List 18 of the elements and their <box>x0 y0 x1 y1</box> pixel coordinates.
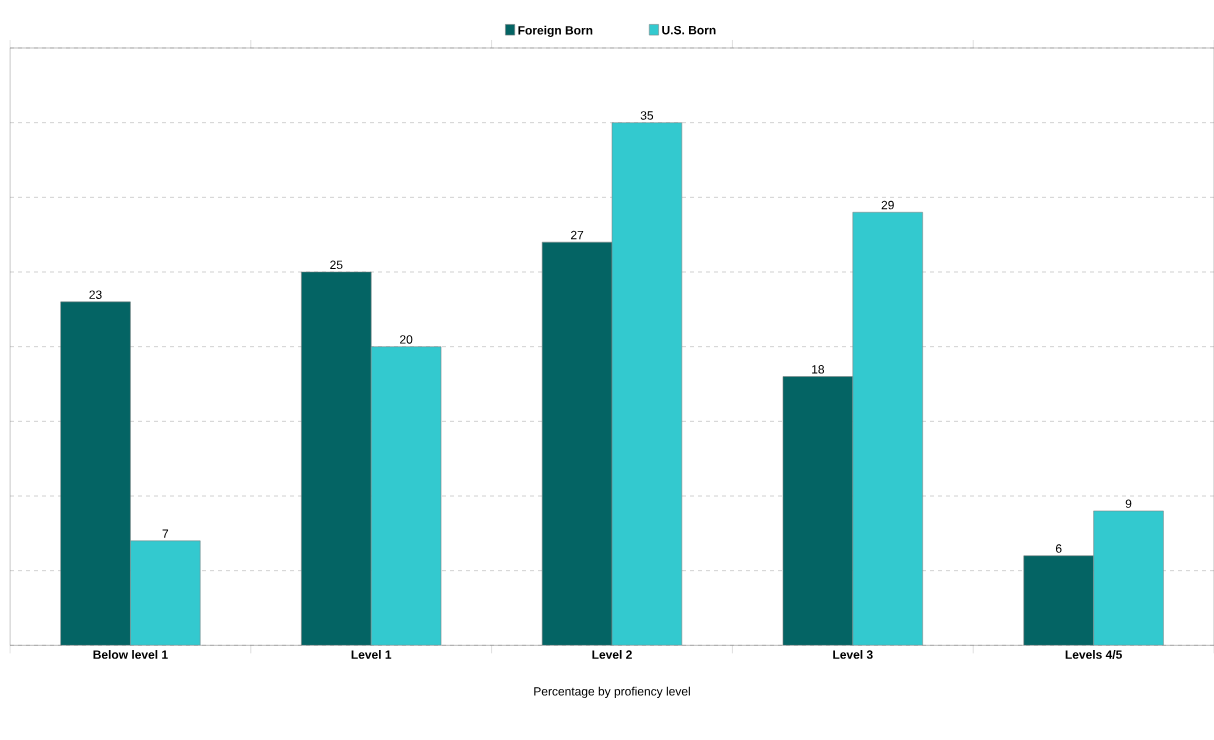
data-label: 20 <box>400 335 413 344</box>
x-axis-title: Percentage by profiency level <box>534 686 690 698</box>
x-tick-label: Level 1 <box>351 650 392 659</box>
data-label: 35 <box>640 111 654 120</box>
data-label: 9 <box>1125 499 1132 509</box>
data-label: 25 <box>330 260 343 270</box>
data-label: 7 <box>162 529 169 538</box>
x-tick-label: Level 3 <box>833 650 873 659</box>
x-tick-label: Below level 1 <box>93 650 168 659</box>
legend-label: Foreign Born <box>518 25 593 37</box>
data-label: 27 <box>571 230 584 240</box>
data-label: 18 <box>812 365 825 374</box>
data-label: 23 <box>89 290 102 299</box>
x-tick-label: Levels 4/5 <box>1065 650 1122 659</box>
data-label: 29 <box>881 200 894 210</box>
legend-label: U.S. Born <box>662 25 716 35</box>
x-tick-label: Level 2 <box>592 650 632 659</box>
data-label: 6 <box>1055 544 1062 553</box>
